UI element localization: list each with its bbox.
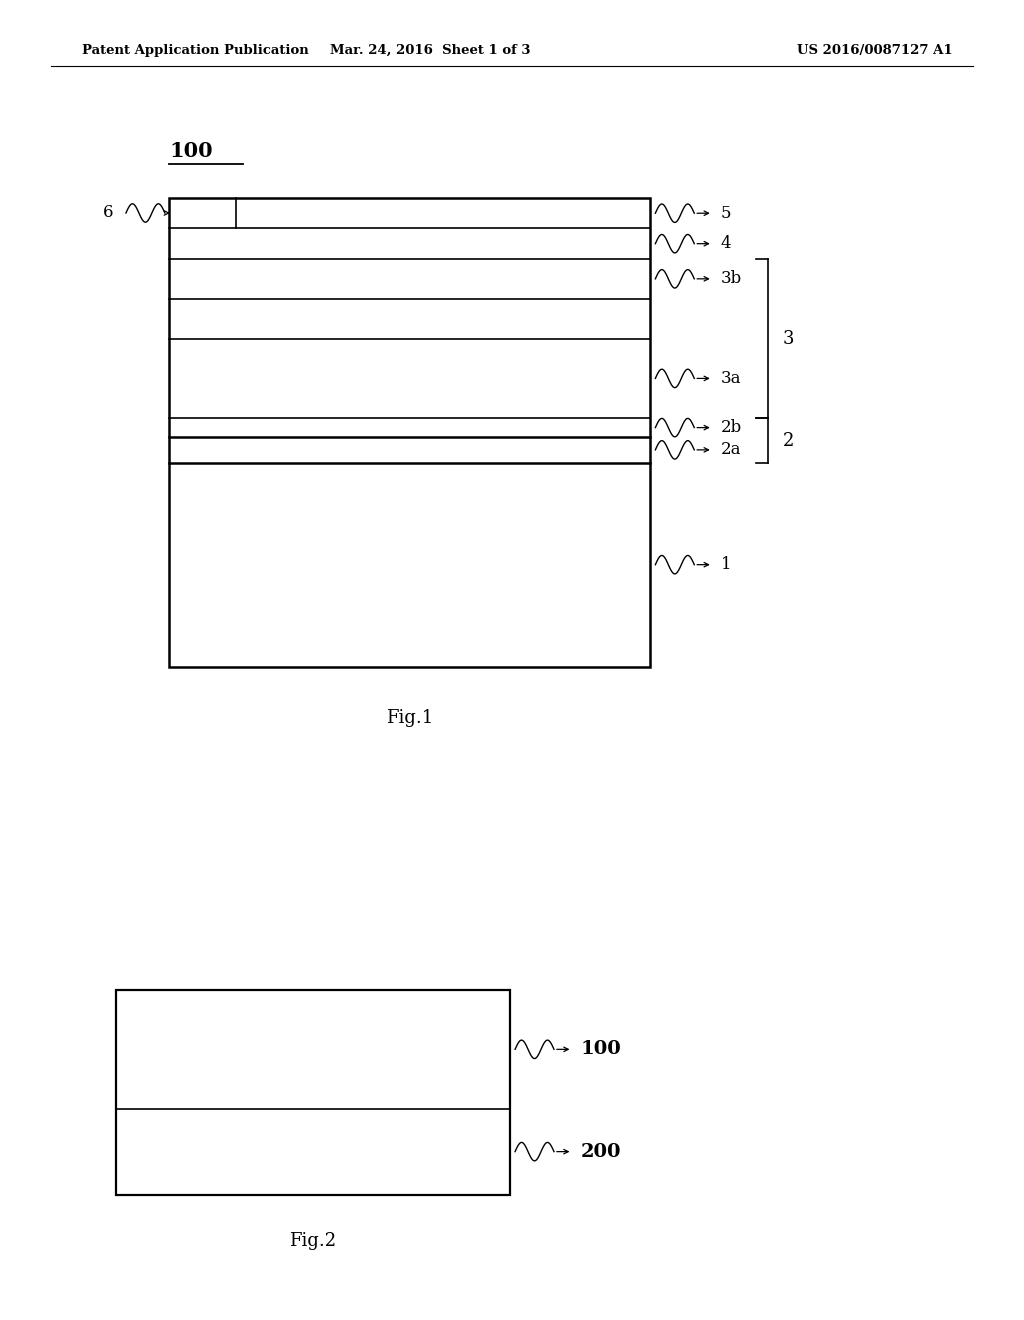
Text: 3: 3: [782, 330, 794, 347]
Text: 2: 2: [782, 432, 794, 450]
Text: 3b: 3b: [721, 271, 742, 288]
Text: Fig.1: Fig.1: [386, 709, 433, 727]
Text: Mar. 24, 2016  Sheet 1 of 3: Mar. 24, 2016 Sheet 1 of 3: [330, 44, 530, 57]
Text: 3a: 3a: [721, 370, 741, 387]
Text: Patent Application Publication: Patent Application Publication: [82, 44, 308, 57]
Text: US 2016/0087127 A1: US 2016/0087127 A1: [797, 44, 952, 57]
Text: 5: 5: [721, 205, 731, 222]
Text: 100: 100: [169, 141, 213, 161]
Text: 6: 6: [103, 205, 114, 222]
Text: 2a: 2a: [721, 441, 741, 458]
Text: 4: 4: [721, 235, 731, 252]
Text: Fig.2: Fig.2: [289, 1232, 337, 1250]
Text: 200: 200: [581, 1143, 622, 1160]
Bar: [169, 198, 650, 667]
Bar: [116, 990, 510, 1195]
Text: 2b: 2b: [721, 420, 742, 436]
Text: 100: 100: [581, 1040, 622, 1059]
Text: 1: 1: [721, 556, 731, 573]
